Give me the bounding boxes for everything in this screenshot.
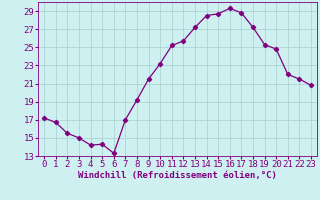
X-axis label: Windchill (Refroidissement éolien,°C): Windchill (Refroidissement éolien,°C) xyxy=(78,171,277,180)
